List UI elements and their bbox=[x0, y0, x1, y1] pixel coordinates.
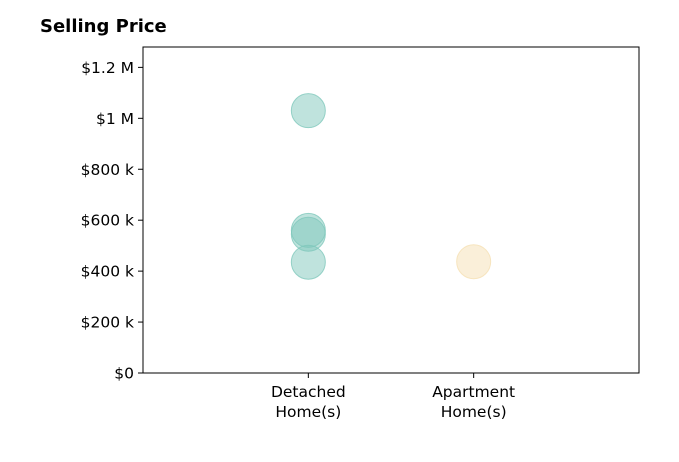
data-point bbox=[290, 244, 326, 280]
y-axis: $0 $200 k $400 k $600 k $800 k $1 M $1.2 M bbox=[81, 59, 143, 383]
data-point bbox=[456, 244, 492, 280]
y-tick-label: $1 M bbox=[96, 110, 134, 128]
data-points bbox=[290, 93, 492, 280]
data-point bbox=[290, 93, 326, 129]
y-tick-label: $1.2 M bbox=[81, 59, 134, 77]
y-tick-label: $800 k bbox=[81, 161, 134, 179]
x-tick-label: Apartment Home(s) bbox=[432, 383, 515, 421]
y-tick-label: $0 bbox=[114, 365, 134, 383]
y-tick-label: $600 k bbox=[81, 212, 134, 230]
y-tick-label: $400 k bbox=[81, 263, 134, 281]
x-axis: Detached Home(s) Apartment Home(s) bbox=[271, 373, 515, 421]
chart-title: Selling Price bbox=[40, 16, 167, 37]
plot-area-border bbox=[142, 46, 640, 374]
x-tick-label: Detached Home(s) bbox=[271, 383, 346, 421]
plot-frame bbox=[142, 46, 640, 374]
y-tick-label: $200 k bbox=[81, 314, 134, 332]
